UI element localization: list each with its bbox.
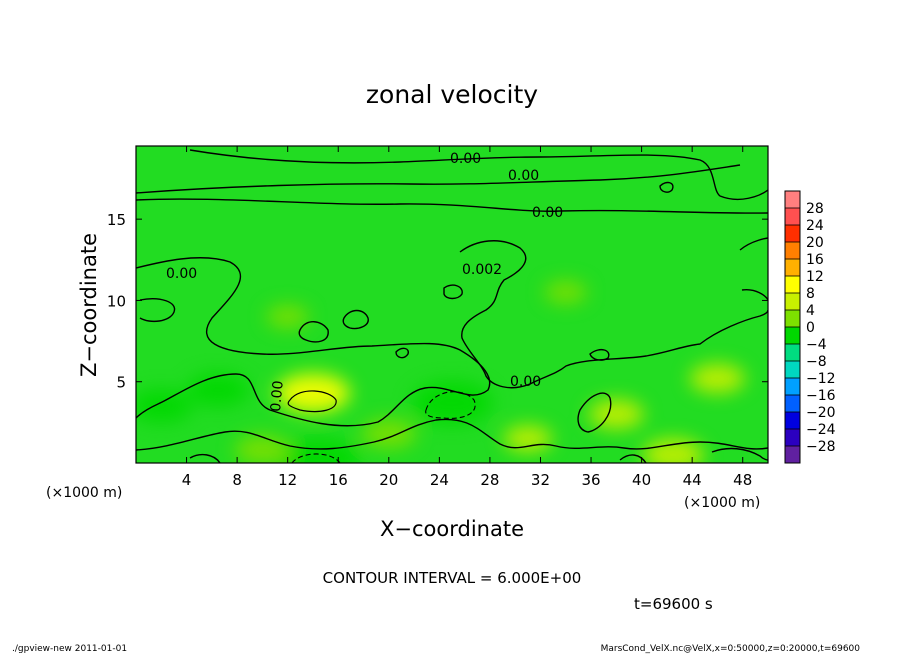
colorbar-segment <box>785 208 800 226</box>
chart-title: zonal velocity <box>366 80 538 109</box>
x-tick-label: 24 <box>430 471 449 489</box>
colorbar-label: 20 <box>806 235 824 251</box>
x-tick-label: 32 <box>531 471 550 489</box>
colorbar-segment <box>785 276 800 294</box>
x-tick-label: 44 <box>683 471 702 489</box>
colorbar-segment <box>785 225 800 243</box>
colorbar-segment <box>785 395 800 413</box>
y-ticks: 5 10 15 <box>107 211 768 392</box>
y-tick-label: 10 <box>107 292 126 310</box>
heat-blob <box>278 438 360 463</box>
x-axis-label: X−coordinate <box>380 517 524 541</box>
colorbar-segment <box>785 310 800 328</box>
colorbar-segment <box>785 361 800 379</box>
contour-lines <box>136 149 768 463</box>
colorbar-segment <box>785 344 800 362</box>
x-tick-label: 48 <box>733 471 752 489</box>
colorbar-label: −20 <box>806 405 836 421</box>
x-tick-label: 36 <box>581 471 600 489</box>
colorbar-segment <box>785 378 800 396</box>
colorbar-label: −16 <box>806 388 836 404</box>
heat-blob <box>642 438 704 463</box>
plot-frame <box>135 145 769 464</box>
x-unit-left: (×1000 m) <box>46 485 122 501</box>
heat-blob <box>234 435 290 463</box>
plot-area: 0.00 0.00 0.00 0.00 0.002 0.00 0.00 4 8 12… <box>107 145 769 489</box>
x-tick-label: 40 <box>632 471 651 489</box>
x-tick-label: 20 <box>379 471 398 489</box>
heat-blob <box>544 280 587 304</box>
colorbar-label: 16 <box>806 252 824 268</box>
colorbar-label: 4 <box>806 303 815 319</box>
colorbar-label: 28 <box>806 201 824 217</box>
x-tick-label: 28 <box>480 471 499 489</box>
heat-blob <box>266 305 309 329</box>
x-ticks: 4 8 12 16 20 24 28 32 36 40 44 48 <box>182 146 752 489</box>
colorbar-label: 24 <box>806 218 824 234</box>
y-tick-label: 5 <box>116 374 126 392</box>
heat-blob <box>411 381 493 425</box>
y-tick-label: 15 <box>107 211 126 229</box>
heat-blob <box>187 373 249 407</box>
contour-label: 0.00 <box>268 380 287 412</box>
contour-label: 0.00 <box>450 151 481 167</box>
x-tick-label: 12 <box>278 471 297 489</box>
x-tick-label: 4 <box>182 471 192 489</box>
colorbar-segment <box>785 429 800 447</box>
x-unit-right: (×1000 m) <box>684 495 760 511</box>
colorbar-label: −4 <box>806 337 827 353</box>
y-axis-label: Z−coordinate <box>77 233 101 377</box>
x-tick-label: 8 <box>232 471 242 489</box>
footer-right: MarsCond_VelX.nc@VelX,x=0:50000,z=0:2000… <box>601 644 861 654</box>
contour-label: 0.002 <box>462 262 502 278</box>
contour-label: 0.00 <box>510 374 541 390</box>
contour-labels: 0.00 0.00 0.00 0.00 0.002 0.00 0.00 <box>166 151 563 412</box>
contour-label: 0.00 <box>166 266 197 282</box>
x-tick-label: 16 <box>329 471 348 489</box>
heatmap-field <box>136 280 746 463</box>
footer-left: ./gpview-new 2011-01-01 <box>12 644 127 654</box>
contour-interval-text: CONTOUR INTERVAL = 6.000E+00 <box>323 569 582 587</box>
heat-blob <box>689 363 746 394</box>
heat-blob <box>136 389 193 423</box>
colorbar-label: −24 <box>806 422 836 438</box>
colorbar-segment <box>785 242 800 260</box>
colorbar-label: −28 <box>806 439 836 455</box>
colorbar-segment <box>785 259 800 277</box>
colorbar-label: −8 <box>806 354 827 370</box>
colorbar-segment <box>785 412 800 430</box>
heat-blob <box>588 399 644 430</box>
contour-label: 0.00 <box>532 205 563 221</box>
contour-label: 0.00 <box>508 168 539 184</box>
time-text: t=69600 s <box>634 595 713 613</box>
colorbar-label: 8 <box>806 286 815 302</box>
heat-blob <box>275 373 351 413</box>
colorbar-label: −12 <box>806 371 836 387</box>
colorbar-label: 0 <box>806 320 815 336</box>
colorbar-segment <box>785 293 800 311</box>
colorbar-segment <box>785 446 800 464</box>
colorbar-label: 12 <box>806 269 824 285</box>
colorbar-segment <box>785 327 800 345</box>
colorbar-segment <box>785 191 800 209</box>
